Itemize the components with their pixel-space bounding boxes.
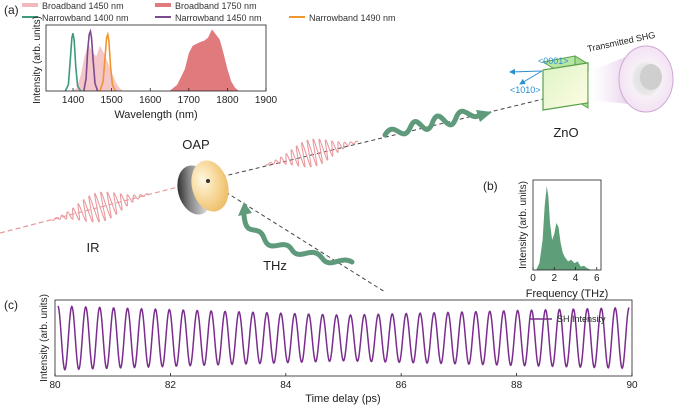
spectrum-chart-b bbox=[536, 186, 592, 270]
tick-label: 82 bbox=[165, 380, 177, 391]
ir-pulse-wave bbox=[265, 138, 359, 168]
thz-arrow-reflected bbox=[476, 110, 492, 122]
thz-beam-path bbox=[207, 180, 386, 293]
tick-label: 6 bbox=[594, 273, 600, 284]
tick-label: 1900 bbox=[255, 95, 278, 106]
legend-label-broadband-1450: Broadband 1450 nm bbox=[42, 1, 124, 11]
panel-label-a: (a) bbox=[4, 3, 19, 17]
oap-label: OAP bbox=[182, 137, 209, 152]
thz-wave-incident bbox=[241, 212, 355, 266]
legend-swatch-broadband-1450 bbox=[22, 3, 38, 7]
sh-intensity-chart bbox=[57, 305, 630, 371]
thz-arrow-incident bbox=[238, 202, 252, 216]
tick-label: 1800 bbox=[216, 95, 239, 106]
series-line-4 bbox=[99, 31, 117, 92]
thz-spectrum-area bbox=[536, 186, 592, 270]
legend-swatch-broadband-1750 bbox=[155, 3, 171, 7]
ir-pulse-wave bbox=[51, 191, 149, 223]
chart-a-xticks: 1400 1500 1600 1700 1800 1900 bbox=[62, 88, 278, 106]
chart-c-xticks: 80 82 84 86 88 90 bbox=[49, 373, 638, 391]
chart-c-ylabel: Intensity (arb. units) bbox=[39, 294, 50, 382]
chart-a-frame bbox=[45, 24, 267, 92]
panel-label-b: (b) bbox=[483, 179, 498, 193]
thz-label: THz bbox=[263, 258, 287, 273]
shg-spot bbox=[640, 64, 662, 90]
chart-c-frame bbox=[54, 299, 633, 377]
tick-label: 1400 bbox=[62, 95, 85, 106]
series-area-0 bbox=[73, 43, 124, 91]
legend-label-narrow-1400: Narrowband 1400 nm bbox=[42, 13, 129, 23]
tick-label: 1700 bbox=[178, 95, 201, 106]
series-line-3 bbox=[83, 28, 99, 92]
tick-label: 1600 bbox=[139, 95, 162, 106]
ir-pulse-input bbox=[51, 191, 149, 223]
tick-label: 0 bbox=[530, 273, 536, 284]
combined-beam-path bbox=[207, 94, 561, 181]
legend-label-broadband-1750: Broadband 1750 nm bbox=[175, 1, 257, 11]
ir-beam-path bbox=[0, 179, 206, 234]
chart-a-xlabel: Wavelength (nm) bbox=[114, 109, 197, 121]
axis-label-1010: <1010> bbox=[510, 85, 541, 95]
chart-b-xlabel: Frequency (THz) bbox=[526, 288, 609, 300]
legend-label-narrow-1490: Narrowband 1490 nm bbox=[309, 13, 396, 23]
tick-label: 1500 bbox=[100, 95, 123, 106]
chart-a-ylabel: Intensity (arb. units) bbox=[32, 16, 43, 104]
axis-arrow-1010 bbox=[519, 70, 543, 85]
chart-b-xticks: 0 2 4 6 bbox=[530, 267, 600, 284]
panel-label-c: (c) bbox=[4, 298, 18, 312]
tick-label: 80 bbox=[49, 380, 61, 391]
legend-label-sh: SH Intensity bbox=[557, 314, 606, 324]
spectrum-chart-a bbox=[64, 28, 239, 92]
axis-arrow-0001 bbox=[509, 68, 543, 75]
axis-label-0001: <0001> bbox=[538, 56, 569, 66]
tick-label: 90 bbox=[626, 380, 638, 391]
tick-label: 2 bbox=[551, 273, 557, 284]
legend-label-narrow-1450: Narrowband 1450 nm bbox=[175, 13, 262, 23]
series-area-1 bbox=[169, 29, 239, 91]
ir-label: IR bbox=[87, 240, 100, 255]
legend-a: Broadband 1450 nm Broadband 1750 nm Narr… bbox=[22, 1, 396, 23]
zno-label: ZnO bbox=[553, 125, 578, 140]
tick-label: 88 bbox=[511, 380, 523, 391]
tick-label: 84 bbox=[280, 380, 292, 391]
thz-wave-reflected bbox=[382, 108, 481, 138]
tick-label: 86 bbox=[396, 380, 408, 391]
sh-intensity-line bbox=[57, 305, 630, 371]
oap-mirror bbox=[177, 160, 229, 215]
series-line-2 bbox=[64, 33, 82, 92]
tick-label: 4 bbox=[573, 273, 579, 284]
ir-pulse-focused bbox=[265, 138, 359, 168]
chart-c-xlabel: Time delay (ps) bbox=[305, 393, 380, 405]
chart-b-frame bbox=[532, 179, 602, 271]
chart-b-ylabel: Intensity (arb. units) bbox=[518, 181, 529, 269]
